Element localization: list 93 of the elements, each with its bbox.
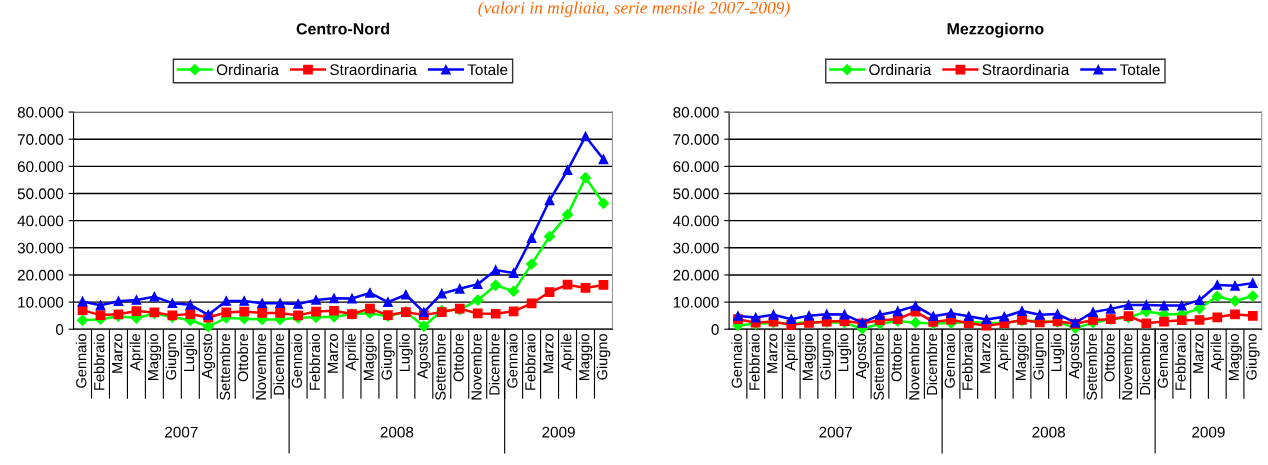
y-tick-label: 50.000 <box>673 188 719 200</box>
x-tick-label: Dicembre <box>488 334 500 395</box>
x-tick-label: Gennaio <box>731 333 742 388</box>
x-tick-label: Febbraio <box>524 333 536 390</box>
text: 2009 <box>542 426 575 438</box>
x-tick-label: Febbraio <box>309 333 320 390</box>
x-tick-label: Luglio <box>1050 334 1065 372</box>
x-tick-label: Luglio <box>837 334 852 372</box>
legend-label: Totale <box>1120 63 1160 76</box>
y-tick-label: 60.000 <box>673 161 719 173</box>
x-tick-label: Luglio <box>183 334 198 372</box>
y-tick-label: 10.000 <box>18 296 64 308</box>
x-tick-label: Agosto <box>202 334 216 379</box>
y-tick-label: 0 <box>55 324 64 335</box>
y-tick-label: 30.000 <box>673 242 719 254</box>
text: 2008 <box>1032 426 1065 438</box>
x-tick-label: Gennaio <box>944 333 955 388</box>
legend-label: Ordinaria <box>869 63 932 76</box>
x-tick-label: Ottobre <box>890 334 902 382</box>
text: 2008 <box>380 426 414 438</box>
x-tick-label: Dicembre <box>926 334 938 395</box>
y-tick-label: 20.000 <box>673 269 719 281</box>
x-tick-label: Marzo <box>112 334 123 373</box>
x-tick-label: Giugno <box>381 333 395 380</box>
y-tick-label: 60.000 <box>17 161 64 173</box>
legend-label: Ordinaria <box>216 63 279 76</box>
x-tick-label: Maggio <box>578 333 593 381</box>
y-tick-label: 70.000 <box>673 134 719 145</box>
y-tick-label: 50.000 <box>17 188 64 200</box>
x-tick-label: Gennaio <box>291 333 302 388</box>
x-tick-label: Marzo <box>543 334 554 373</box>
chart-title: Mezzogiorno <box>947 22 1044 38</box>
x-tick-label: Aprile <box>129 334 144 371</box>
x-tick-label: Ottobre <box>1103 334 1115 382</box>
x-tick-label: Maggio <box>1228 333 1242 381</box>
x-tick-label: Maggio <box>802 333 816 381</box>
x-tick-label: Marzo <box>1193 334 1204 373</box>
y-tick-label: 80.000 <box>17 106 64 118</box>
y-tick-label: 10.000 <box>673 296 719 308</box>
chart-title: Centro-Nord <box>296 22 389 35</box>
x-tick-label: Agosto <box>417 334 431 379</box>
x-tick-label: Giugno <box>596 333 611 380</box>
x-tick-label: Aprile <box>560 334 575 371</box>
x-tick-label: Settembre <box>873 334 884 400</box>
x-tick-label: Gennaio <box>75 333 87 388</box>
y-tick-label: 30.000 <box>17 242 64 254</box>
x-tick-label: Aprile <box>345 334 359 371</box>
y-tick-label: 80.000 <box>673 106 719 118</box>
y-tick-label: 0 <box>711 324 719 335</box>
x-tick-label: Giugno <box>819 333 834 380</box>
x-tick-label: Febbraio <box>1174 333 1186 390</box>
x-tick-label: Settembre <box>1086 334 1097 400</box>
x-tick-label: Luglio <box>399 334 413 372</box>
x-tick-label: Marzo <box>767 334 778 373</box>
y-tick-label: 40.000 <box>17 215 64 227</box>
text: 2009 <box>1192 426 1225 438</box>
legend-label: Totale <box>467 63 508 76</box>
x-tick-label: Marzo <box>327 334 338 373</box>
x-tick-label: Giugno <box>165 333 180 380</box>
x-tick-label: Gennaio <box>1157 333 1168 388</box>
x-tick-label: Ottobre <box>452 334 464 382</box>
x-tick-label: Agosto <box>1069 334 1083 379</box>
x-tick-label: Maggio <box>363 333 377 381</box>
x-tick-label: Settembre <box>219 334 231 400</box>
text: 2007 <box>165 426 198 438</box>
x-tick-label: Dicembre <box>273 334 285 395</box>
legend-label: Straordinaria <box>330 63 417 76</box>
x-tick-label: Febbraio <box>961 333 973 390</box>
y-tick-label: 40.000 <box>673 215 719 227</box>
y-tick-label: 20.000 <box>17 269 64 281</box>
x-tick-label: Novembre <box>470 334 482 400</box>
y-tick-label: 70.000 <box>17 134 64 145</box>
x-tick-label: Settembre <box>435 334 446 400</box>
x-tick-label: Ottobre <box>237 334 249 382</box>
x-tick-label: Giugno <box>1032 333 1047 380</box>
x-tick-label: Maggio <box>1015 333 1029 381</box>
x-tick-label: Dicembre <box>1139 334 1151 395</box>
x-tick-label: Aprile <box>784 334 799 371</box>
x-tick-label: Giugno <box>1245 333 1260 380</box>
x-tick-label: Aprile <box>997 334 1012 371</box>
x-tick-label: Aprile <box>1210 334 1225 371</box>
x-tick-label: Marzo <box>980 334 991 373</box>
x-tick-label: Novembre <box>908 334 920 400</box>
x-tick-label: Novembre <box>255 334 267 400</box>
x-tick-label: Febbraio <box>93 333 105 390</box>
x-tick-label: Maggio <box>147 333 162 381</box>
chart-subtitle: (valori in migliaia, serie mensile 2007-2009) <box>478 1 790 18</box>
x-tick-label: Novembre <box>1121 334 1133 400</box>
legend-label: Straordinaria <box>982 63 1070 76</box>
x-tick-label: Agosto <box>855 334 870 379</box>
text: 2007 <box>819 426 852 438</box>
x-tick-label: Febbraio <box>748 333 760 390</box>
x-tick-label: Gennaio <box>506 333 518 388</box>
